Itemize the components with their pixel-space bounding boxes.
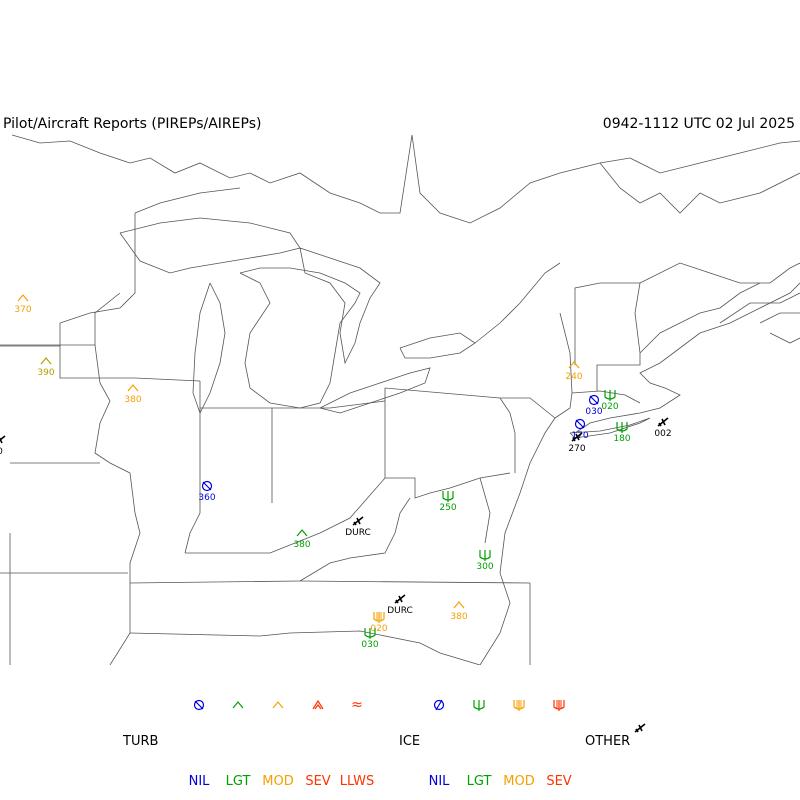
report-altitude-label: 250 xyxy=(439,503,456,513)
legend-turb-lgt-label: LGT xyxy=(226,774,251,789)
legend-turb-lgt-symbol xyxy=(232,701,244,709)
legend-turb-nil-label: NIL xyxy=(189,774,211,789)
report-markers[interactable]: 370390380360380DURC250300380DURC02003024… xyxy=(0,294,672,650)
report-ice-lgt[interactable]: 030 xyxy=(361,628,379,650)
report-other-other[interactable]: DURC xyxy=(387,594,413,616)
report-turb-nil[interactable]: 170 xyxy=(571,418,589,442)
page-title: Pilot/Aircraft Reports (PIREPs/AIREPs) xyxy=(3,116,262,132)
report-altitude-label: 380 xyxy=(124,395,141,405)
report-turb-lgt[interactable]: 380 xyxy=(293,529,311,550)
report-altitude-label: 370 xyxy=(14,305,31,315)
legend-ice-label: ICE xyxy=(399,734,420,749)
report-altitude-label: 240 xyxy=(565,372,582,382)
legend-turb-nil-symbol xyxy=(193,699,205,711)
report-turb-nil[interactable]: 030 xyxy=(585,394,603,418)
report-turb-mod[interactable]: 380 xyxy=(450,601,468,622)
legend-turb-mod-label: MOD xyxy=(262,774,293,789)
report-altitude-label: 180 xyxy=(613,434,630,444)
legend-turb-mod-symbol xyxy=(272,701,284,709)
report-altitude-label: DURC xyxy=(387,606,413,616)
legend-ice-nil-label: NIL xyxy=(429,774,451,789)
legend-ice-lgt-symbol xyxy=(473,700,485,711)
legend-ice-lgt-label: LGT xyxy=(467,774,492,789)
report-ice-lgt[interactable]: 300 xyxy=(476,550,494,572)
legend-ice-nil-symbol xyxy=(433,699,445,711)
report-other-other[interactable]: 0 xyxy=(0,435,6,457)
report-altitude-label: DURC xyxy=(345,528,371,538)
report-altitude-label: 002 xyxy=(654,429,671,439)
legend-turb-llws-symbol: ≈ xyxy=(351,697,363,713)
report-altitude-label: 030 xyxy=(361,640,378,650)
report-turb-mod[interactable]: 240 xyxy=(565,361,583,382)
legend-turb-label: TURB xyxy=(122,734,158,749)
legend-other-aircraft-icon xyxy=(634,723,646,733)
report-ice-mod[interactable]: 020 xyxy=(370,612,388,634)
report-other-other[interactable]: DURC xyxy=(345,516,371,538)
report-altitude-label: 020 xyxy=(370,624,387,634)
legend-turb-sev-label: SEV xyxy=(305,774,330,789)
legend: ≈ TURB ICE OTHER NIL LGT MOD SEV LLWS NIL LGT M… xyxy=(122,697,646,789)
report-altitude-label: 020 xyxy=(601,402,618,412)
report-altitude-label: 300 xyxy=(476,562,493,572)
legend-ice-mod-symbol xyxy=(513,700,525,711)
report-turb-mod_olive[interactable]: 390 xyxy=(37,357,55,378)
base-map xyxy=(0,134,800,665)
report-altitude-label: 380 xyxy=(450,612,467,622)
legend-other-label: OTHER xyxy=(585,734,630,749)
report-altitude-label: 270 xyxy=(568,444,585,454)
report-altitude-label: 0 xyxy=(0,447,3,457)
legend-ice-mod-label: MOD xyxy=(503,774,534,789)
report-turb-nil[interactable]: 360 xyxy=(198,480,216,504)
report-altitude-label: 030 xyxy=(585,407,602,417)
report-turb-mod[interactable]: 380 xyxy=(124,384,142,405)
time-range: 0942-1112 UTC 02 Jul 2025 xyxy=(602,116,795,132)
legend-turb-llws-label: LLWS xyxy=(340,774,374,789)
report-ice-lgt[interactable]: 020 xyxy=(601,390,619,412)
report-other-other[interactable]: 270 xyxy=(568,432,586,454)
svg-text:≈: ≈ xyxy=(351,697,363,713)
report-altitude-label: 170 xyxy=(571,431,588,441)
report-turb-mod[interactable]: 370 xyxy=(14,294,32,315)
legend-turb-sev-symbol xyxy=(312,699,324,710)
report-altitude-label: 360 xyxy=(198,493,215,503)
report-other-other[interactable]: 002 xyxy=(654,417,672,439)
report-altitude-label: 380 xyxy=(293,540,310,550)
pirep-map[interactable]: 370390380360380DURC250300380DURC02003024… xyxy=(0,133,800,665)
report-altitude-label: 390 xyxy=(37,368,54,378)
legend-ice-sev-label: SEV xyxy=(546,774,571,789)
report-ice-lgt[interactable]: 250 xyxy=(439,491,457,513)
report-ice-lgt[interactable]: 180 xyxy=(613,422,631,444)
legend-ice-sev-symbol xyxy=(553,700,565,711)
